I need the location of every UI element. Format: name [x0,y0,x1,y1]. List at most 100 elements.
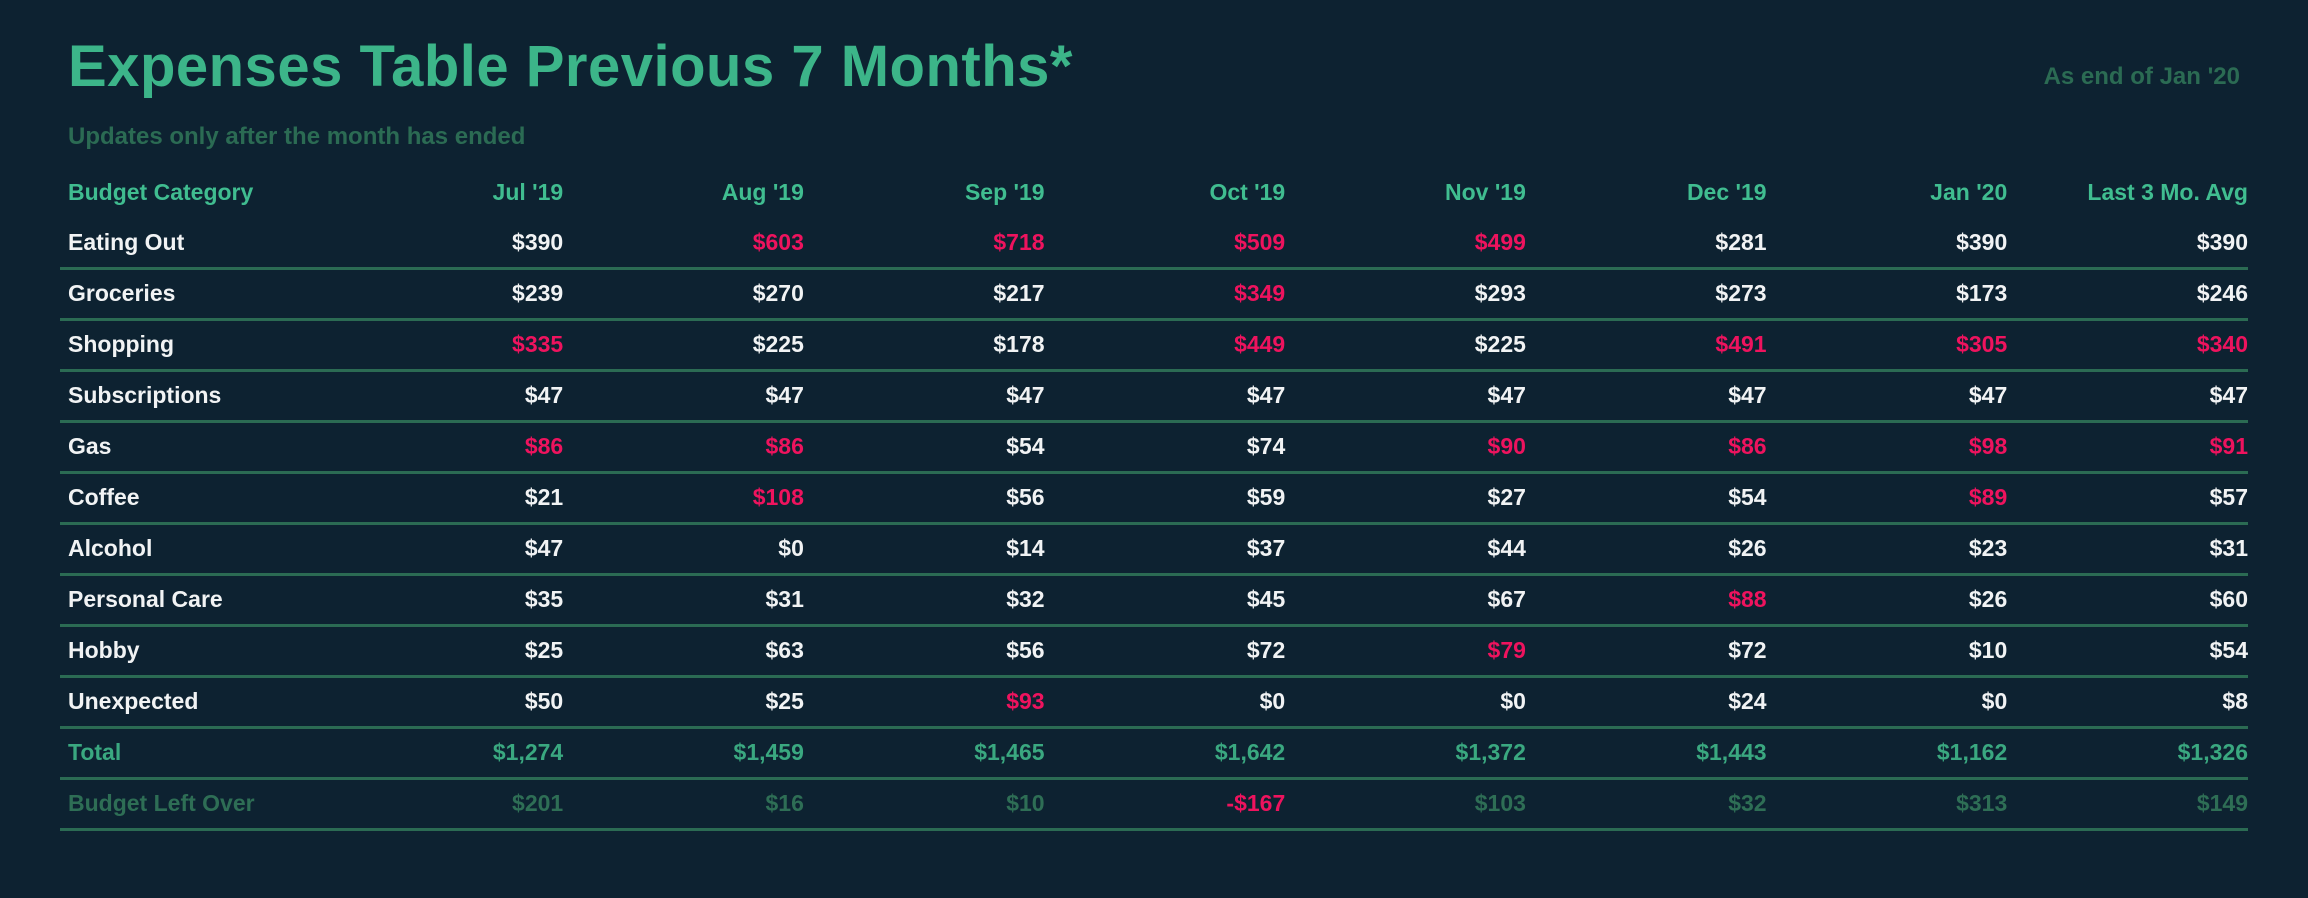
category-cell: Gas [60,421,323,474]
value-cell: $14 [803,523,1045,576]
column-header: Dec '19 [1686,179,1767,206]
value-cell: $91 [2007,421,2248,474]
category-cell: Unexpected [60,676,323,729]
value-cell: $1,443 [1525,727,1767,780]
column-header: Budget Category [68,179,254,206]
value-cell: $1,326 [2007,727,2248,780]
value-cell: $86 [322,421,564,474]
value-cell: $45 [1044,574,1286,627]
table-row: Gas $86 $86 $54 $74 $90 $86 $98 $91 [60,421,2248,474]
value-cell: $47 [563,370,804,423]
value-cell: $37 [1044,523,1286,576]
column-header: Jan '20 [1930,179,2008,206]
table-row: Groceries $239 $270 $217 $349 $293 $273 $173 $24… [60,268,2248,321]
value-cell: $90 [1285,421,1526,474]
value-cell: $54 [1525,472,1767,525]
table-row: Unexpected $50 $25 $93 $0 $0 $24 $0 $8 [60,676,2248,729]
table-header: Budget Category Jul '19 Aug '19 Sep '19 Oct … [60,167,2248,219]
value-cell: $54 [2007,625,2248,678]
page-subtitle: Updates only after the month has ended [68,122,526,150]
table-row: Personal Care $35 $31 $32 $45 $67 $88 $26 $60 [60,574,2248,627]
value-cell: $305 [1766,319,2008,372]
category-cell: Shopping [60,319,323,372]
table-row: Budget Left Over $201 $16 $10 -$167 $103 $32 $3… [60,778,2248,831]
value-cell: $225 [1285,319,1526,372]
value-cell: $72 [1044,625,1286,678]
value-cell: $390 [322,218,564,270]
value-cell: $47 [2007,370,2248,423]
value-cell: $25 [322,625,564,678]
table-row: Total $1,274 $1,459 $1,465 $1,642 $1,372 $1,44… [60,727,2248,780]
value-cell: $47 [1285,370,1526,423]
category-cell: Subscriptions [60,370,323,423]
value-cell: $25 [563,676,804,729]
value-cell: $47 [322,370,564,423]
value-cell: $86 [563,421,804,474]
value-cell: $491 [1525,319,1767,372]
value-cell: $173 [1766,268,2008,321]
value-cell: $293 [1285,268,1526,321]
category-cell: Coffee [60,472,323,525]
value-cell: $313 [1766,778,2008,831]
category-cell: Alcohol [60,523,323,576]
column-header: Aug '19 [721,179,804,206]
value-cell: $47 [322,523,564,576]
value-cell: $47 [1525,370,1767,423]
value-cell: $88 [1525,574,1767,627]
value-cell: $239 [322,268,564,321]
value-cell: $32 [1525,778,1767,831]
category-cell: Personal Care [60,574,323,627]
value-cell: $26 [1525,523,1767,576]
value-cell: $31 [563,574,804,627]
column-header: Oct '19 [1209,179,1286,206]
table-row: Subscriptions $47 $47 $47 $47 $47 $47 $47 $47 [60,370,2248,423]
value-cell: $603 [563,218,804,270]
value-cell: $16 [563,778,804,831]
value-cell: $225 [563,319,804,372]
value-cell: $108 [563,472,804,525]
value-cell: $178 [803,319,1045,372]
value-cell: $60 [2007,574,2248,627]
value-cell: $35 [322,574,564,627]
value-cell: $44 [1285,523,1526,576]
value-cell: $79 [1285,625,1526,678]
value-cell: $349 [1044,268,1286,321]
category-cell: Eating Out [60,218,323,270]
value-cell: $72 [1525,625,1767,678]
value-cell: $47 [803,370,1045,423]
table-row: Hobby $25 $63 $56 $72 $79 $72 $10 $54 [60,625,2248,678]
value-cell: $67 [1285,574,1526,627]
value-cell: $98 [1766,421,2008,474]
value-cell: $0 [1285,676,1526,729]
as-of-date: As end of Jan '20 [2043,62,2240,90]
value-cell: $103 [1285,778,1526,831]
column-header: Nov '19 [1445,179,1526,206]
category-cell: Budget Left Over [60,778,323,831]
page-title: Expenses Table Previous 7 Months* [68,34,1073,99]
value-cell: $1,274 [322,727,564,780]
value-cell: $47 [1044,370,1286,423]
expenses-table: Budget Category Jul '19 Aug '19 Sep '19 Oct … [60,167,2248,831]
category-cell: Hobby [60,625,323,678]
category-cell: Groceries [60,268,323,321]
table-body: Eating Out $390 $603 $718 $509 $499 $281 $390 $3… [60,218,2248,831]
value-cell: $86 [1525,421,1767,474]
value-cell: $24 [1525,676,1767,729]
value-cell: -$167 [1044,778,1286,831]
table-row: Coffee $21 $108 $56 $59 $27 $54 $89 $57 [60,472,2248,525]
value-cell: $149 [2007,778,2248,831]
value-cell: $89 [1766,472,2008,525]
table-row: Eating Out $390 $603 $718 $509 $499 $281 $390 $3… [60,218,2248,270]
value-cell: $10 [803,778,1045,831]
value-cell: $273 [1525,268,1767,321]
value-cell: $8 [2007,676,2248,729]
value-cell: $21 [322,472,564,525]
value-cell: $449 [1044,319,1286,372]
value-cell: $1,162 [1766,727,2008,780]
value-cell: $59 [1044,472,1286,525]
value-cell: $246 [2007,268,2248,321]
value-cell: $335 [322,319,564,372]
value-cell: $340 [2007,319,2248,372]
value-cell: $718 [803,218,1045,270]
